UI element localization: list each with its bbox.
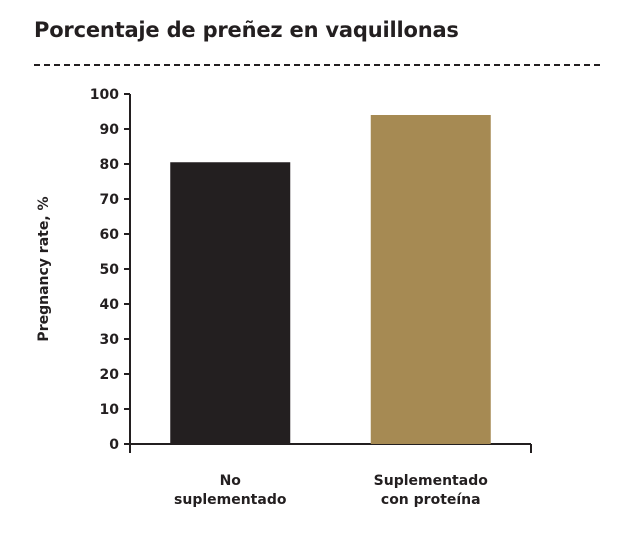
y-tick-label: 80	[100, 157, 120, 173]
bar-0	[170, 162, 291, 444]
chart-title: Porcentaje de preñez en vaquillonas	[34, 18, 459, 42]
y-tick-label: 90	[100, 122, 120, 138]
y-tick-label: 30	[100, 332, 120, 348]
y-tick-label: 20	[100, 367, 120, 383]
y-tick-label: 40	[100, 297, 120, 313]
chart-labels: 0 10 20 30 40 50 60 70 80 90 100 Pregnancy rate, % N…	[36, 87, 488, 508]
title-dashed-divider	[34, 64, 600, 66]
chart-bars	[170, 115, 491, 444]
y-tick-label: 50	[100, 262, 120, 278]
y-tick-label: 100	[90, 87, 119, 103]
bar-1	[370, 115, 491, 444]
y-tick-label: 70	[100, 192, 120, 208]
y-tick-label: 60	[100, 227, 120, 243]
x-category-label: Suplementado con proteína	[374, 473, 489, 508]
y-axis-label: Pregnancy rate, %	[36, 196, 52, 341]
y-tick-label: 10	[100, 402, 120, 418]
y-tick-label: 0	[109, 437, 119, 453]
x-category-label: No suplementado	[174, 473, 287, 508]
